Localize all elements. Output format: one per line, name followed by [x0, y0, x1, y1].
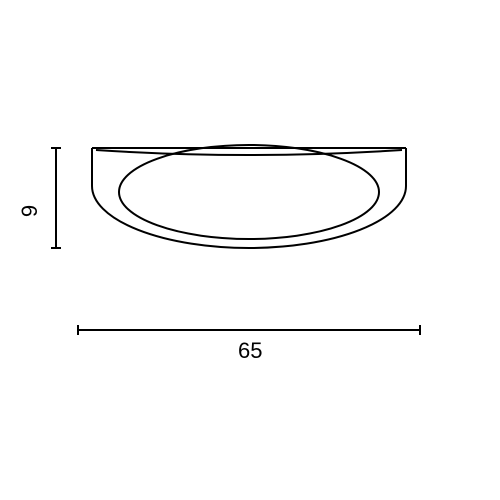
fixture-outline [92, 145, 406, 248]
technical-drawing [0, 0, 500, 500]
height-dimension-label: 9 [17, 205, 43, 217]
width-dimension-label: 65 [238, 338, 262, 364]
height-dimension-line [51, 148, 61, 248]
width-dimension-line [78, 325, 420, 335]
